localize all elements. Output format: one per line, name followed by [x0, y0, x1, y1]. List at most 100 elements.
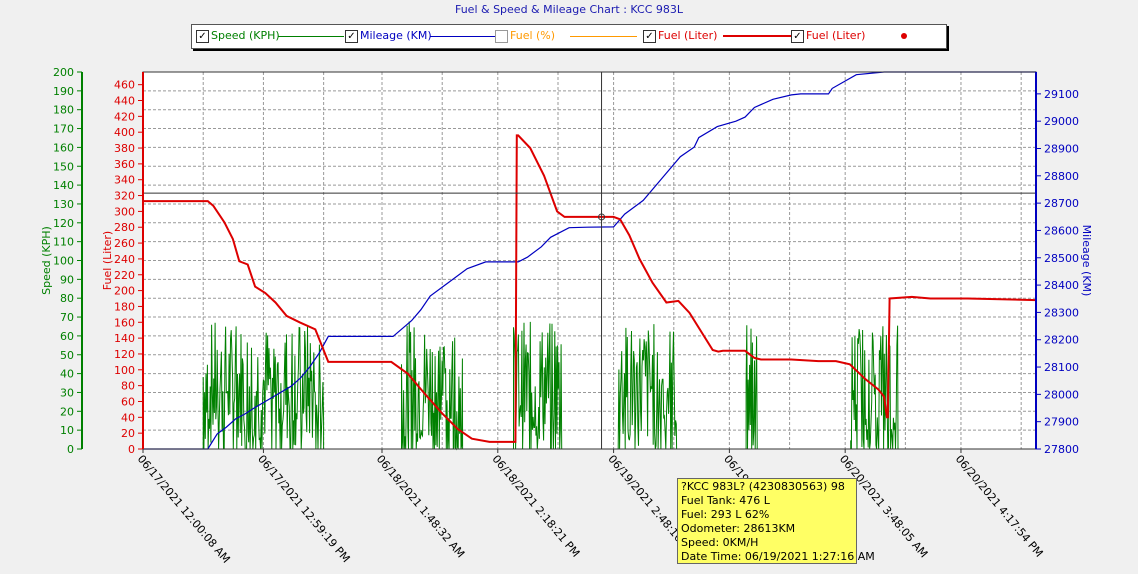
x-tick-label: 06/18/2021 1:48:32 AM	[374, 453, 467, 561]
chart-title: Fuel & Speed & Mileage Chart : KCC 983L	[454, 3, 684, 16]
speed-tick-label: 10	[60, 424, 74, 437]
fuel-tick-label: 400	[114, 126, 135, 139]
fuel-tick-label: 380	[114, 142, 135, 155]
speed-tick-label: 160	[53, 141, 74, 154]
speed-tick-label: 80	[60, 292, 74, 305]
mileage-tick-label: 28200	[1044, 334, 1079, 347]
fuel-tick-label: 180	[114, 300, 135, 313]
tooltip: ?KCC 983L? (4230830563) 98 Fuel Tank: 47…	[677, 478, 875, 564]
mileage-tick-label: 28300	[1044, 306, 1079, 319]
fuel-tick-label: 240	[114, 253, 135, 266]
fuel-tick-label: 120	[114, 348, 135, 361]
speed-tick-label: 200	[53, 66, 74, 79]
fuel-tick-label: 320	[114, 190, 135, 203]
speed-tick-label: 180	[53, 104, 74, 117]
fuel-tick-label: 0	[128, 443, 135, 456]
legend-item-speed[interactable]: ✓ Speed (KPH)	[196, 29, 346, 44]
fuel-tick-label: 280	[114, 221, 135, 234]
checkbox-speed[interactable]: ✓	[196, 30, 209, 43]
fuel-tick-label: 340	[114, 174, 135, 187]
mileage-tick-label: 28800	[1044, 170, 1079, 183]
fuel-tick-label: 160	[114, 316, 135, 329]
fuel-tick-label: 80	[121, 380, 135, 393]
mileage-tick-label: 28600	[1044, 224, 1079, 237]
tooltip-vehicle: ?KCC 983L? (4230830563) 98	[681, 480, 845, 493]
fuel-tick-label: 140	[114, 332, 135, 345]
tooltip-datetime: Date Time: 06/19/2021 1:27:16 AM	[681, 550, 875, 563]
mileage-tick-label: 28900	[1044, 142, 1079, 155]
fuel-tick-label: 300	[114, 205, 135, 218]
legend-label-speed: Speed (KPH)	[211, 29, 280, 42]
legend-line-mileage	[430, 36, 496, 37]
fuel-tick-label: 100	[114, 364, 135, 377]
mileage-tick-label: 28400	[1044, 279, 1079, 292]
fuel-tick-label: 40	[121, 411, 135, 424]
mileage-tick-label: 28500	[1044, 252, 1079, 265]
mileage-tick-label: 28100	[1044, 361, 1079, 374]
speed-tick-label: 130	[53, 198, 74, 211]
legend-label-fuel-liter-points: Fuel (Liter)	[806, 29, 866, 42]
legend-line-speed	[278, 36, 344, 37]
speed-axis-title: Speed (KPH)	[40, 226, 53, 295]
legend-item-mileage[interactable]: ✓ Mileage (KM)	[345, 29, 496, 44]
x-tick-label: 06/18/2021 2:18:21 PM	[489, 453, 582, 560]
x-tick-label: 06/17/2021 12:59:19 PM	[255, 453, 352, 565]
mileage-tick-label: 27900	[1044, 416, 1079, 429]
legend-item-fuel-liter-points[interactable]: ✓ Fuel (Liter)	[791, 29, 941, 44]
speed-tick-label: 20	[60, 405, 74, 418]
speed-tick-label: 70	[60, 311, 74, 324]
tooltip-speed: Speed: 0KM/H	[681, 536, 759, 549]
speed-tick-label: 190	[53, 85, 74, 98]
speed-tick-label: 40	[60, 368, 74, 381]
legend-item-fuel-liter[interactable]: ✓ Fuel (Liter)	[643, 29, 793, 44]
legend-label-fuel-liter: Fuel (Liter)	[658, 29, 718, 42]
legend-item-fuel-percent[interactable]: Fuel (%)	[495, 29, 640, 44]
x-tick-label: 06/20/2021 4:17:54 PM	[953, 453, 1046, 560]
speed-tick-label: 60	[60, 330, 74, 343]
speed-tick-label: 90	[60, 273, 74, 286]
fuel-axis-title: Fuel (Liter)	[101, 231, 114, 290]
mileage-tick-label: 28000	[1044, 388, 1079, 401]
x-tick-label: 06/17/2021 12:00:08 AM	[135, 453, 233, 566]
mileage-tick-label: 28700	[1044, 197, 1079, 210]
speed-tick-label: 50	[60, 349, 74, 362]
legend-label-fuel-percent: Fuel (%)	[510, 29, 556, 42]
legend-label-mileage: Mileage (KM)	[360, 29, 432, 42]
checkbox-fuel-liter[interactable]: ✓	[643, 30, 656, 43]
fuel-tick-label: 460	[114, 79, 135, 92]
speed-tick-label: 0	[67, 443, 74, 456]
fuel-tick-label: 260	[114, 237, 135, 250]
speed-tick-label: 150	[53, 160, 74, 173]
legend: ✓ Speed (KPH) ✓ Mileage (KM) Fuel (%) ✓ …	[191, 24, 947, 49]
speed-tick-label: 140	[53, 179, 74, 192]
checkbox-fuel-liter-points[interactable]: ✓	[791, 30, 804, 43]
fuel-tick-label: 220	[114, 269, 135, 282]
tooltip-fuel: Fuel: 293 L 62%	[681, 508, 770, 521]
mileage-tick-label: 29100	[1044, 88, 1079, 101]
legend-line-fuel-percent	[570, 36, 637, 37]
speed-tick-label: 100	[53, 255, 74, 268]
mileage-axis-title: Mileage (KM)	[1080, 225, 1093, 297]
mileage-tick-label: 27800	[1044, 443, 1079, 456]
fuel-tick-label: 360	[114, 158, 135, 171]
checkbox-mileage[interactable]: ✓	[345, 30, 358, 43]
speed-tick-label: 110	[53, 236, 74, 249]
tooltip-odometer: Odometer: 28613KM	[681, 522, 796, 535]
speed-tick-label: 30	[60, 386, 74, 399]
fuel-tick-label: 60	[121, 395, 135, 408]
crosshair-marker	[598, 213, 606, 221]
fuel-tick-label: 440	[114, 95, 135, 108]
checkbox-fuel-percent[interactable]	[495, 30, 508, 43]
legend-line-fuel-liter	[723, 35, 791, 37]
speed-tick-label: 170	[53, 123, 74, 136]
mileage-tick-label: 29000	[1044, 115, 1079, 128]
fuel-tick-label: 20	[121, 427, 135, 440]
tooltip-fuel-tank: Fuel Tank: 476 L	[681, 494, 770, 507]
speed-tick-label: 120	[53, 217, 74, 230]
mileage-series-line	[143, 71, 1036, 450]
grid-lines	[142, 71, 1036, 450]
fuel-series-line	[143, 134, 1037, 443]
fuel-tick-label: 420	[114, 110, 135, 123]
legend-marker-dot	[901, 33, 907, 39]
